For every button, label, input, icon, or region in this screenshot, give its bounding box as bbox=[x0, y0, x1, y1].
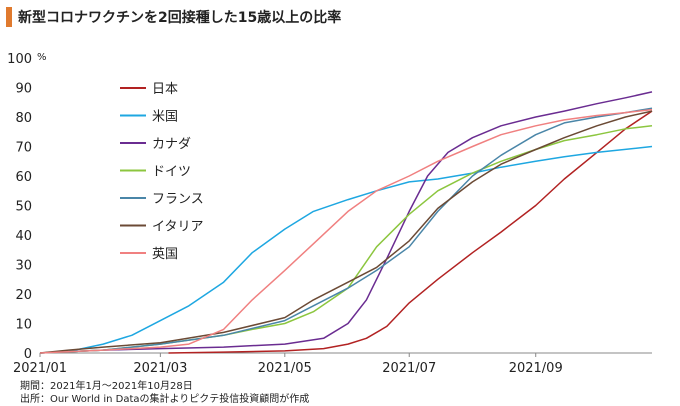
y-tick-label: 40 bbox=[15, 229, 32, 244]
legend-label: カナダ bbox=[152, 137, 191, 152]
title-accent-bar bbox=[6, 7, 12, 27]
y-tick-label: 70 bbox=[15, 141, 32, 156]
series-line-2 bbox=[39, 91, 653, 354]
y-tick-label: 100 bbox=[7, 52, 32, 67]
series-line-4 bbox=[39, 107, 653, 354]
x-tick-label: 2021/03 bbox=[133, 361, 187, 376]
legend-label: 米国 bbox=[152, 110, 178, 125]
y-tick-label: 80 bbox=[15, 111, 32, 126]
series-line-0 bbox=[168, 110, 653, 354]
footnote-period: 期間：2021年1月～2021年10月28日 bbox=[20, 381, 193, 392]
y-tick-label: 30 bbox=[15, 259, 32, 274]
legend-label: ドイツ bbox=[152, 165, 191, 180]
legend-label: 日本 bbox=[152, 82, 178, 97]
x-tick-label: 2021/07 bbox=[382, 361, 436, 376]
chart-axes: 0 10 20 30 40 50 60 70 80 90 100 % 2021/01 2021/03 202… bbox=[7, 52, 652, 376]
x-tick-label: 2021/05 bbox=[258, 361, 312, 376]
series-line-5 bbox=[39, 110, 653, 354]
series-line-6 bbox=[39, 108, 653, 354]
chart-title-bar: 新型コロナワクチンを2回接種した15歳以上の比率 bbox=[6, 6, 341, 28]
chart-series bbox=[39, 91, 653, 354]
chart-title: 新型コロナワクチンを2回接種した15歳以上の比率 bbox=[18, 10, 342, 26]
legend-label: フランス bbox=[152, 192, 204, 207]
y-unit-label: % bbox=[37, 52, 47, 63]
x-tick-label: 2021/01 bbox=[13, 361, 67, 376]
series-line-3 bbox=[39, 125, 653, 354]
x-tick-label: 2021/09 bbox=[509, 361, 563, 376]
legend-label: イタリア bbox=[152, 220, 203, 235]
y-tick-label: 50 bbox=[15, 200, 32, 215]
legend-label: 英国 bbox=[152, 247, 178, 262]
y-tick-label: 90 bbox=[15, 82, 32, 97]
y-tick-label: 10 bbox=[15, 318, 32, 333]
y-tick-label: 60 bbox=[15, 170, 32, 185]
y-tick-label: 20 bbox=[15, 288, 32, 303]
footnote-source: 出所：Our World in Dataの集計よりピクテ投信投資顧問が作成 bbox=[20, 394, 310, 405]
y-tick-label: 0 bbox=[24, 347, 32, 362]
series-line-1 bbox=[39, 145, 653, 354]
